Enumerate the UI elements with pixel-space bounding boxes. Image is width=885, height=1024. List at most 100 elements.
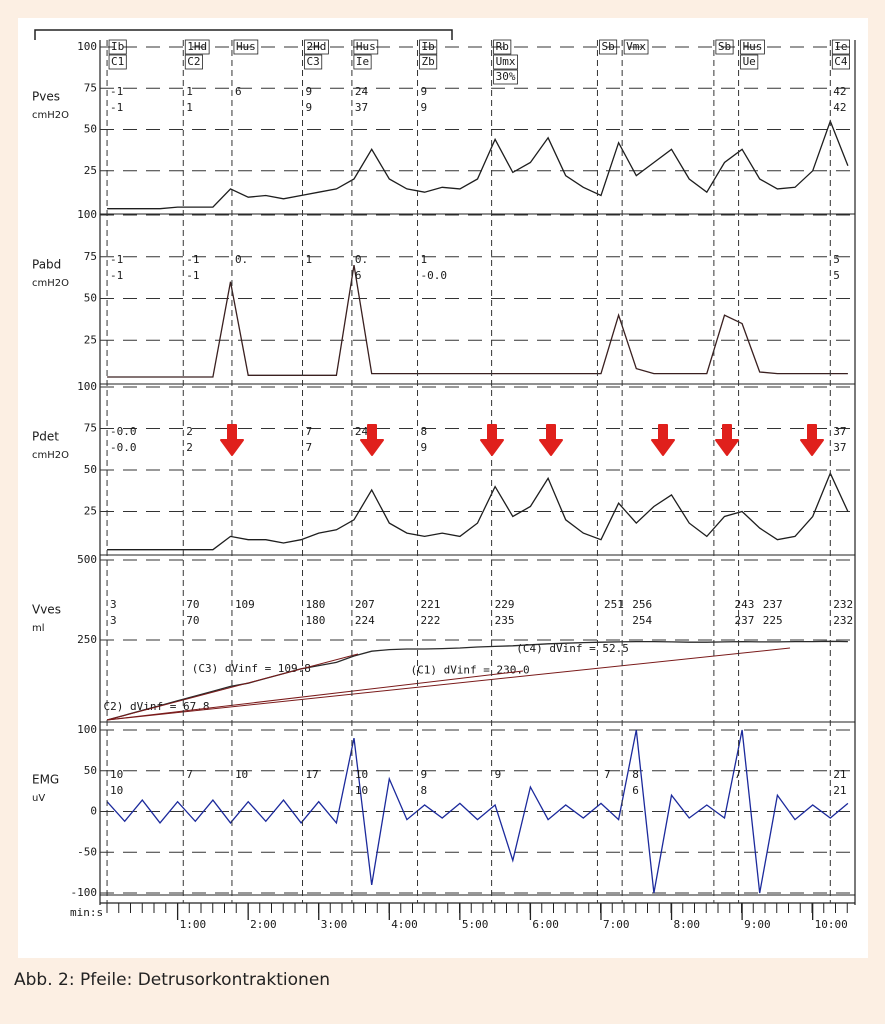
reading: 2 [186,441,193,454]
event-label: Rb [496,40,509,53]
fit-line [106,670,524,721]
reading: 7 [306,425,313,438]
reading: 6 [355,269,362,282]
x-tick-label: 2:00 [250,918,276,931]
reading: 1 [306,253,313,266]
panel-label: Pves [32,90,60,104]
event-box [419,54,438,70]
reading: 70 [186,598,199,611]
y-tick-label: 100 [77,380,97,393]
panel-unit: cmH2O [32,110,69,121]
y-tick-label: 25 [84,164,97,177]
x-tick-label: 7:00 [603,918,630,931]
event-label: C1 [111,55,124,68]
x-tick-label: 10:00 [815,918,848,931]
contraction-arrow [800,424,824,456]
reading: -1 [110,85,123,98]
reading: 237 [735,614,755,627]
event-box [623,39,649,55]
reading: 1 [186,101,193,114]
y-tick-label: 250 [77,633,97,646]
event-label: Vmx [626,40,646,53]
event-box [831,54,850,70]
event-label: Sb [601,40,614,53]
reading: 8 [421,425,428,438]
reading: 180 [306,598,326,611]
x-tick-label: 6:00 [532,918,559,931]
event-label: Ue [743,55,756,68]
y-tick-label: 100 [77,723,97,736]
frame-top [34,29,453,40]
reading: 6 [632,784,639,797]
reading: 224 [355,614,375,627]
reading: 109 [235,598,255,611]
event-label: Zb [422,55,435,68]
event-box [353,54,372,70]
reading: 10 [355,784,368,797]
y-tick-label: 75 [84,422,97,435]
event-box [599,39,618,55]
y-tick-label: 75 [84,81,97,94]
reading: 0. [235,253,248,266]
reading: 251 [604,598,624,611]
reading: 7 [735,768,742,781]
reading: -0.0 [110,441,137,454]
reading: 21 [833,768,846,781]
event-label: 2Hd [307,40,327,53]
annotation: (C1) dVinf = 230.0 [410,663,529,676]
reading: 7 [306,441,313,454]
y-tick-label: 500 [77,553,97,566]
reading: 237 [763,598,783,611]
reading: 207 [355,598,375,611]
event-box [184,39,210,55]
reading: 5 [833,253,840,266]
event-label: Ie [356,55,369,68]
reading: -0.0 [421,269,448,282]
event-label: C3 [307,55,320,68]
reading: 243 [735,598,755,611]
trace [107,119,849,210]
panel-label: Pdet [32,430,59,444]
event-box [493,39,512,55]
contraction-arrow [480,424,504,456]
caption: Abb. 2: Pfeile: Detrusorkontraktionen [14,970,331,990]
event-box [419,39,438,55]
annotation: (C4) dVinf = 52.5 [516,642,629,655]
y-tick-label: -100 [71,886,98,899]
y-tick-label: 50 [84,123,97,136]
reading: 229 [495,598,515,611]
event-box [184,54,203,70]
y-tick-label: 50 [84,764,97,777]
panel-unit: uV [32,793,45,804]
y-tick-label: 75 [84,250,97,263]
x-tick-label: 5:00 [462,918,489,931]
reading: -1 [110,269,123,282]
event-label: Hus [236,40,256,53]
event-label: Sb [718,40,731,53]
panel-label: Pabd [32,258,61,272]
reading: 3 [110,598,117,611]
reading: 5 [833,269,840,282]
panel-label: Vves [32,603,61,617]
reading: 9 [306,101,313,114]
reading: 256 [632,598,652,611]
reading: 221 [421,598,441,611]
event-box [108,54,127,70]
trace [106,729,849,894]
event-box [493,69,518,85]
x-tick-label: 4:00 [391,918,418,931]
reading: 37 [355,101,368,114]
x-tick-label: 1:00 [180,918,207,931]
panel-unit: cmH2O [32,278,69,289]
reading: -1 [186,253,199,266]
reading: 37 [833,441,846,454]
reading: 222 [421,614,441,627]
reading: 9 [421,101,428,114]
event-label: Ib [111,40,124,53]
reading: 9 [306,85,313,98]
x-tick-label: 3:00 [321,918,348,931]
reading: 254 [632,614,652,627]
event-label: Hus [743,40,763,53]
reading: 232 [833,598,853,611]
